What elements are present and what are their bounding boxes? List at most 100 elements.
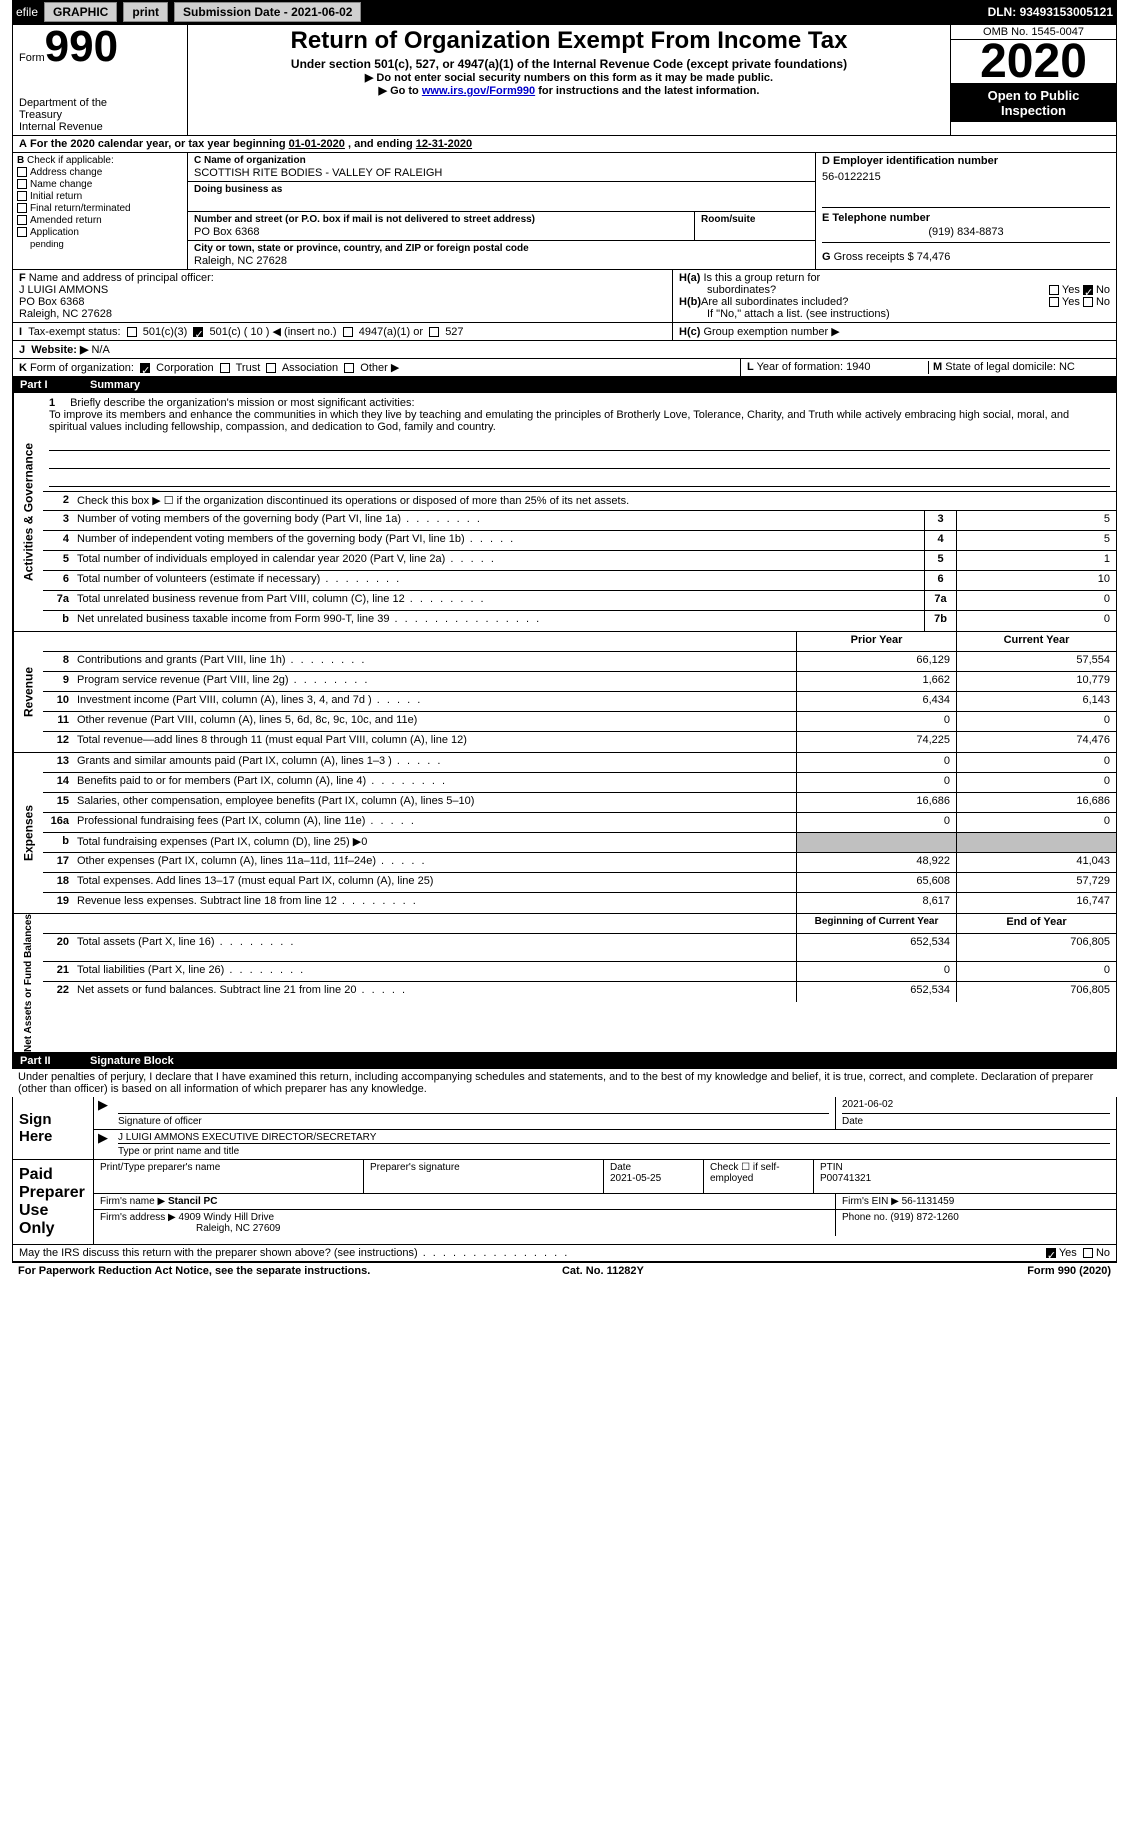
ein: 56-0122215: [822, 171, 1110, 183]
sign-date: 2021-06-02: [842, 1099, 1110, 1113]
val-7b: 0: [956, 611, 1116, 631]
ptin: P00741321: [820, 1173, 871, 1184]
rev-11-cur: 0: [956, 712, 1116, 731]
hb-yes[interactable]: [1049, 297, 1059, 307]
phone: (919) 834-8873: [822, 226, 1110, 238]
rev-10-prior: 6,434: [796, 692, 956, 711]
val-4: 5: [956, 531, 1116, 550]
rev-9-cur: 10,779: [956, 672, 1116, 691]
arrow-icon: ▶: [94, 1097, 112, 1129]
exp-19-prior: 8,617: [796, 893, 956, 913]
net-20-prior: 652,534: [796, 934, 956, 961]
check-501c[interactable]: ✓: [193, 327, 203, 337]
check-name-change[interactable]: [17, 179, 27, 189]
firm-name: Stancil PC: [168, 1196, 217, 1207]
exp-17-cur: 41,043: [956, 853, 1116, 872]
check-association[interactable]: [266, 363, 276, 373]
check-amended[interactable]: [17, 215, 27, 225]
net-20-cur: 706,805: [956, 934, 1116, 961]
period-row: A For the 2020 calendar year, or tax yea…: [12, 136, 1117, 153]
submission-date-button[interactable]: Submission Date - 2021-06-02: [174, 2, 361, 22]
instr-1: ▶ Do not enter social security numbers o…: [192, 71, 946, 84]
exp-15-cur: 16,686: [956, 793, 1116, 812]
firm-phone: (919) 872-1260: [890, 1212, 958, 1223]
val-3: 5: [956, 511, 1116, 530]
dln-label: DLN: 93493153005121: [988, 5, 1113, 19]
exp-16a-prior: 0: [796, 813, 956, 832]
check-address-change[interactable]: [17, 167, 27, 177]
check-4947[interactable]: [343, 327, 353, 337]
exp-14-prior: 0: [796, 773, 956, 792]
form-title: Return of Organization Exempt From Incom…: [192, 27, 946, 55]
tax-year: 2020: [951, 40, 1116, 84]
part-2-header: Part IISignature Block: [12, 1053, 1117, 1069]
instr-2: ▶ Go to www.irs.gov/Form990 for instruct…: [192, 84, 946, 97]
penalties-text: Under penalties of perjury, I declare th…: [12, 1069, 1117, 1097]
officer-name: J LUIGI AMMONS: [19, 284, 108, 296]
val-6: 10: [956, 571, 1116, 590]
form-subtitle: Under section 501(c), 527, or 4947(a)(1)…: [192, 57, 946, 71]
page-footer: For Paperwork Reduction Act Notice, see …: [12, 1262, 1117, 1279]
website-value: N/A: [91, 344, 109, 356]
rev-12-prior: 74,225: [796, 732, 956, 752]
irs-link[interactable]: www.irs.gov/Form990: [422, 85, 535, 97]
discuss-no[interactable]: [1083, 1248, 1093, 1258]
print-button[interactable]: print: [123, 2, 168, 22]
legal-domicile: NC: [1059, 361, 1075, 373]
form-number: Form990: [19, 27, 181, 67]
check-527[interactable]: [429, 327, 439, 337]
check-other[interactable]: [344, 363, 354, 373]
exp-14-cur: 0: [956, 773, 1116, 792]
val-7a: 0: [956, 591, 1116, 610]
exp-17-prior: 48,922: [796, 853, 956, 872]
side-label-governance: Activities & Governance: [13, 393, 43, 631]
arrow-icon: ▶: [94, 1130, 112, 1159]
rev-9-prior: 1,662: [796, 672, 956, 691]
exp-18-prior: 65,608: [796, 873, 956, 892]
discuss-yes[interactable]: ✓: [1046, 1248, 1056, 1258]
org-name: SCOTTISH RITE BODIES - VALLEY OF RALEIGH: [194, 167, 809, 179]
check-trust[interactable]: [220, 363, 230, 373]
year-formation: 1940: [846, 361, 870, 373]
sign-here-label: SignHere: [13, 1097, 93, 1159]
entity-grid: B Check if applicable: Address change Na…: [12, 153, 1117, 270]
rev-12-cur: 74,476: [956, 732, 1116, 752]
check-application-pending[interactable]: [17, 227, 27, 237]
check-corporation[interactable]: ✓: [140, 363, 150, 373]
exp-13-cur: 0: [956, 753, 1116, 772]
officer-name-title: J LUIGI AMMONS EXECUTIVE DIRECTOR/SECRET…: [118, 1132, 1110, 1143]
rev-8-prior: 66,129: [796, 652, 956, 671]
net-21-prior: 0: [796, 962, 956, 981]
efile-label: efile: [16, 5, 38, 19]
exp-19-cur: 16,747: [956, 893, 1116, 913]
hb-no[interactable]: [1083, 297, 1093, 307]
side-label-net-assets: Net Assets or Fund Balances: [13, 914, 43, 1052]
firm-ein: 56-1131459: [902, 1196, 955, 1207]
gross-receipts: 74,476: [917, 251, 951, 263]
check-final-return[interactable]: [17, 203, 27, 213]
discuss-text: May the IRS discuss this return with the…: [19, 1247, 569, 1259]
form-header: Form990 Department of the Treasury Inter…: [12, 24, 1117, 136]
side-label-revenue: Revenue: [13, 632, 43, 752]
street-address: PO Box 6368: [194, 226, 688, 238]
val-5: 1: [956, 551, 1116, 570]
net-22-prior: 652,534: [796, 982, 956, 1002]
city-state-zip: Raleigh, NC 27628: [194, 255, 809, 267]
efile-header-bar: efile GRAPHIC print Submission Date - 20…: [12, 0, 1117, 24]
net-22-cur: 706,805: [956, 982, 1116, 1002]
exp-15-prior: 16,686: [796, 793, 956, 812]
check-501c3[interactable]: [127, 327, 137, 337]
paid-preparer-label: PaidPreparerUse Only: [13, 1160, 93, 1244]
graphic-button[interactable]: GRAPHIC: [44, 2, 117, 22]
mission-text: To improve its members and enhance the c…: [49, 409, 1069, 433]
exp-13-prior: 0: [796, 753, 956, 772]
prep-date: 2021-05-25: [610, 1173, 661, 1184]
ha-no[interactable]: ✓: [1083, 285, 1093, 295]
part-1-header: Part ISummary: [12, 377, 1117, 393]
net-21-cur: 0: [956, 962, 1116, 981]
ha-yes[interactable]: [1049, 285, 1059, 295]
firm-addr: 4909 Windy Hill Drive: [179, 1212, 275, 1223]
check-initial-return[interactable]: [17, 191, 27, 201]
open-public-badge: Open to Public Inspection: [951, 84, 1116, 122]
dept-label: Department of the Treasury Internal Reve…: [19, 97, 181, 133]
